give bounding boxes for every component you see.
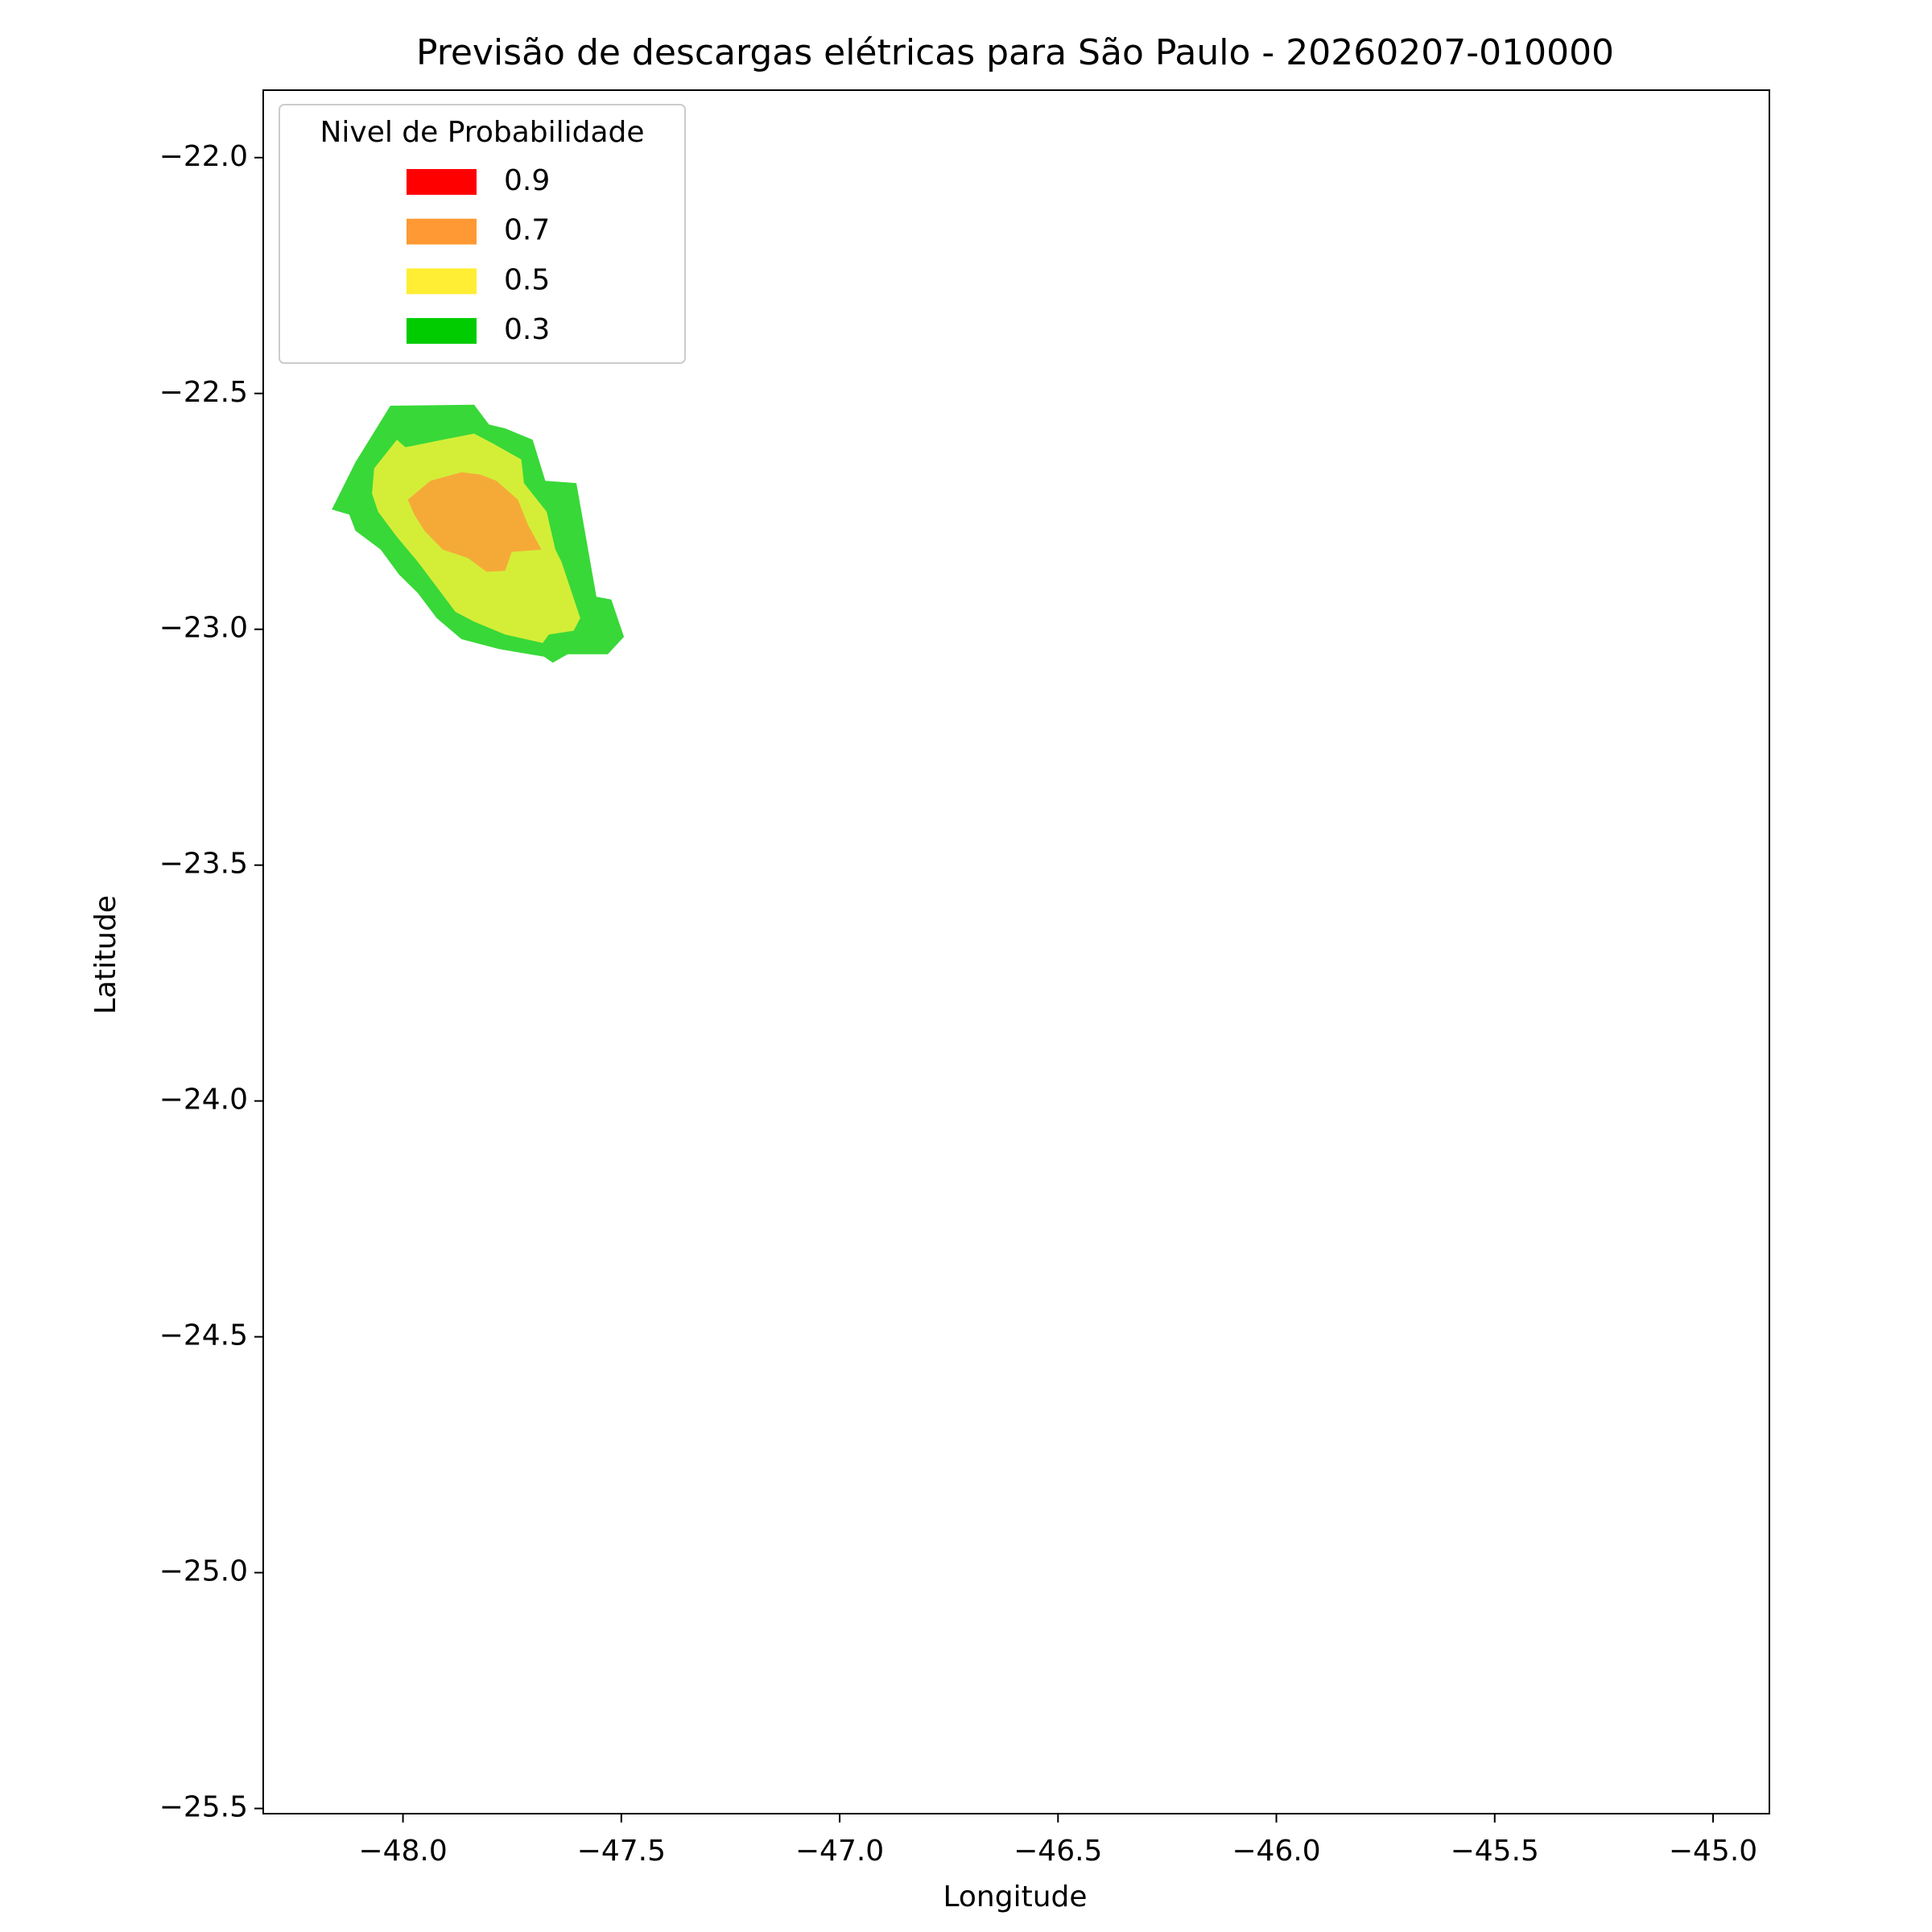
chart-title: Previsão de descargas elétricas para São… (416, 32, 1614, 73)
legend-label: 0.9 (504, 164, 550, 197)
legend: Nivel de Probabilidade 0.9 0.7 0.5 0.3 (279, 104, 686, 364)
y-tick-label: −25.0 (159, 1555, 248, 1588)
x-tick-label: −47.5 (577, 1835, 666, 1868)
x-tick-label: −45.5 (1451, 1835, 1539, 1868)
x-tick-label: −45.0 (1669, 1835, 1757, 1868)
legend-swatch (407, 218, 477, 245)
legend-title: Nivel de Probabilidade (320, 116, 644, 149)
legend-swatch (407, 318, 477, 345)
legend-label: 0.3 (504, 313, 550, 346)
probability-region (407, 472, 542, 572)
y-tick-label: −22.5 (159, 376, 248, 409)
x-tick-label: −47.0 (795, 1835, 884, 1868)
legend-label: 0.7 (504, 214, 550, 247)
x-tick-label: −48.0 (358, 1835, 447, 1868)
y-tick-label: −24.0 (159, 1084, 248, 1117)
y-tick-label: −24.5 (159, 1319, 248, 1352)
legend-swatch (407, 268, 477, 295)
x-tick-label: −46.5 (1013, 1835, 1102, 1868)
legend-label: 0.5 (504, 263, 550, 296)
y-tick-label: −25.5 (159, 1791, 248, 1824)
legend-swatch (407, 169, 477, 195)
y-tick-label: −22.0 (159, 140, 248, 173)
x-tick-label: −46.0 (1232, 1835, 1320, 1868)
y-tick-label: −23.0 (159, 612, 248, 645)
y-axis-label: Latitude (89, 895, 122, 1014)
y-tick-label: −23.5 (159, 848, 248, 881)
plot-frame (262, 89, 1770, 1814)
x-axis-label: Longitude (943, 1880, 1087, 1913)
legend-box (279, 104, 686, 364)
